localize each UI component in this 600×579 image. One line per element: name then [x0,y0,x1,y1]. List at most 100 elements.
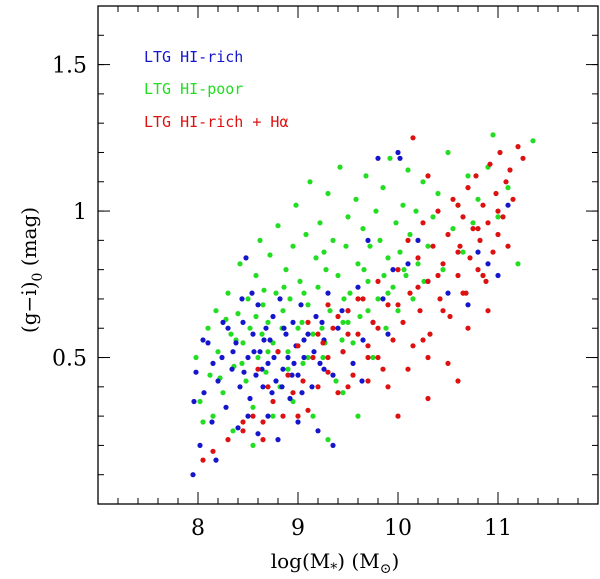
data-point [305,407,311,413]
data-point [309,384,315,390]
data-point [205,340,211,346]
data-point [330,372,336,378]
data-point [265,360,271,366]
data-point [381,272,387,279]
data-point [193,369,199,375]
data-point [307,179,313,185]
data-point [229,366,235,372]
data-point [465,325,471,331]
data-point [339,337,345,343]
data-point [215,349,221,355]
data-point [253,272,259,279]
data-point [340,390,346,396]
data-point [430,243,436,249]
data-point [321,249,327,255]
data-point [270,398,276,405]
data-point [207,372,213,378]
data-point [465,302,471,308]
data-point [281,284,287,290]
data-point [265,349,271,355]
data-point [301,354,307,361]
data-point [225,290,231,296]
data-point [241,369,247,375]
data-point [230,349,236,355]
data-point [403,272,409,279]
data-point [225,325,231,331]
data-point [230,428,236,434]
data-point [505,243,511,249]
data-point [305,331,311,337]
data-point [323,267,329,273]
x-axis-title: log(M*) (M⊙) [271,549,400,577]
y-tick-label: 1.5 [52,54,87,79]
data-point [298,302,304,308]
data-point [191,398,197,405]
data-point [197,398,203,405]
data-point [250,413,256,419]
data-point [251,349,257,355]
data-point [330,237,336,243]
data-point [201,390,207,396]
data-point [239,360,245,366]
data-point [295,343,301,349]
data-point [490,249,496,255]
data-point [400,202,406,208]
data-point [415,284,421,290]
data-point [345,319,351,325]
data-point [263,325,269,331]
data-point [243,378,249,384]
data-point [350,360,356,366]
data-point [210,360,216,366]
data-point [250,331,256,337]
data-point [365,378,371,384]
data-point [257,237,263,243]
data-point [261,287,267,293]
data-point [347,290,353,296]
data-point [421,278,427,284]
data-point [455,202,461,208]
data-point [475,226,481,232]
data-point [507,167,513,173]
plot-frame [97,5,599,505]
data-point [497,149,503,156]
data-point [261,337,267,343]
data-point [295,413,301,419]
data-point [427,331,433,337]
data-point [490,132,496,138]
legend-item-hi-rich: LTG HI-rich [144,48,243,66]
data-point [325,437,331,443]
data-point [361,267,367,273]
x-tick-label: 11 [484,516,512,541]
data-point [345,331,351,337]
data-point [385,302,391,308]
data-point [305,302,311,308]
data-point [365,343,371,349]
data-point [485,308,491,314]
data-point [465,173,471,179]
data-point [340,349,346,355]
data-point [319,325,325,331]
data-point [420,220,426,226]
x-tick-labels: 8 9 10 11 [191,516,512,541]
data-point [495,231,501,238]
data-point [235,425,241,431]
data-point [445,149,451,156]
data-point [425,395,431,402]
data-point [385,331,391,337]
data-point [317,220,323,226]
data-point [345,308,351,314]
data-point [315,331,321,337]
data-point [343,243,349,249]
data-point [249,290,255,296]
data-point [285,372,291,378]
data-point [353,196,359,202]
data-point [330,325,336,331]
data-point [280,308,286,314]
data-point [520,155,526,161]
series-2 [200,135,526,463]
data-point [219,354,225,361]
data-point [325,354,331,361]
data-point [310,354,316,361]
data-point [457,243,463,249]
